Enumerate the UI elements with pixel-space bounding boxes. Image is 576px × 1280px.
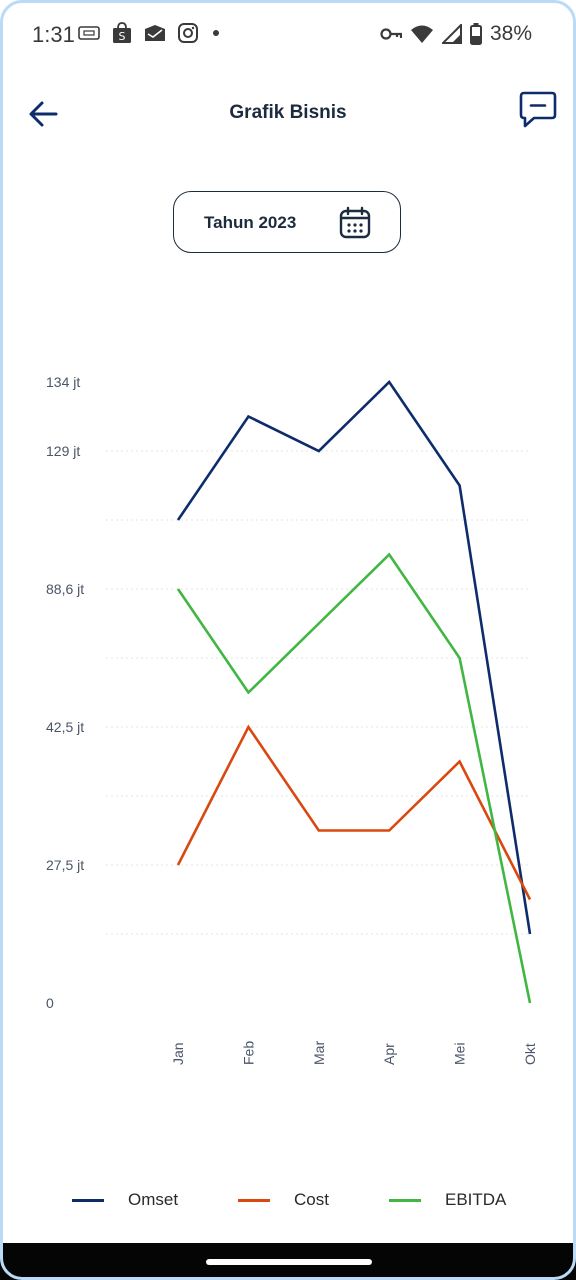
calendar-icon bbox=[339, 206, 371, 239]
instagram-icon bbox=[178, 23, 198, 43]
legend-label: Cost bbox=[294, 1190, 329, 1209]
legend-swatch bbox=[72, 1198, 104, 1202]
status-time: 1:31 bbox=[32, 22, 75, 47]
page-title: Grafik Bisnis bbox=[229, 102, 347, 123]
x-tick-label: Jan bbox=[170, 1042, 186, 1065]
legend-label: Omset bbox=[128, 1190, 179, 1209]
vpn-key-icon bbox=[380, 28, 402, 40]
svg-text:S: S bbox=[119, 30, 126, 43]
mail-icon bbox=[145, 25, 165, 41]
arrow-left-icon bbox=[29, 101, 58, 127]
wifi-icon bbox=[410, 25, 433, 43]
status-left-icons: S bbox=[78, 22, 222, 44]
status-bar: 1:31 S bbox=[0, 0, 576, 72]
business-line-chart: 134 jt 129 jt 88,6 jt 42,5 jt 27,5 jt 0 Jan Feb… bbox=[46, 374, 538, 1065]
series-line-omset bbox=[176, 379, 532, 935]
shopping-bag-icon: S bbox=[113, 22, 131, 43]
x-tick-label: Mei bbox=[452, 1042, 468, 1065]
home-indicator[interactable] bbox=[206, 1259, 372, 1265]
chart-legend: Omset Cost EBITDA bbox=[0, 1190, 576, 1220]
battery-icon bbox=[469, 23, 482, 45]
chat-icon bbox=[519, 91, 557, 128]
y-tick-label: 134 jt bbox=[46, 374, 80, 390]
navigation-bar bbox=[0, 1243, 576, 1280]
status-right-icons: 38% bbox=[380, 22, 532, 46]
x-tick-label: Okt bbox=[522, 1043, 538, 1065]
legend-label: EBITDA bbox=[445, 1190, 507, 1209]
legend-item-cost: Cost bbox=[238, 1190, 329, 1210]
legend-item-ebitda: EBITDA bbox=[389, 1190, 506, 1210]
sim-card-icon bbox=[78, 26, 100, 40]
x-tick-label: Feb bbox=[240, 1041, 256, 1065]
legend-item-omset: Omset bbox=[72, 1190, 178, 1210]
app-header: Grafik Bisnis bbox=[0, 82, 576, 146]
legend-swatch bbox=[389, 1198, 421, 1202]
battery-percent: 38% bbox=[489, 22, 532, 45]
x-tick-label: Mar bbox=[311, 1041, 327, 1065]
back-button[interactable] bbox=[26, 96, 62, 132]
y-tick-label: 129 jt bbox=[46, 443, 80, 459]
legend-swatch bbox=[238, 1198, 270, 1202]
y-tick-label: 0 bbox=[46, 995, 54, 1011]
dot-icon bbox=[213, 30, 219, 36]
signal-icon bbox=[441, 24, 462, 44]
y-tick-label: 42,5 jt bbox=[46, 719, 84, 735]
series-line-ebitda bbox=[176, 552, 532, 1004]
year-selector-label: Tahun 2023 bbox=[204, 213, 297, 232]
y-tick-label: 88,6 jt bbox=[46, 581, 84, 597]
chat-button[interactable] bbox=[518, 90, 558, 130]
year-selector[interactable]: Tahun 2023 bbox=[173, 191, 401, 253]
series-line-cost bbox=[176, 724, 532, 901]
y-tick-label: 27,5 jt bbox=[46, 857, 84, 873]
x-tick-label: Apr bbox=[381, 1043, 397, 1065]
